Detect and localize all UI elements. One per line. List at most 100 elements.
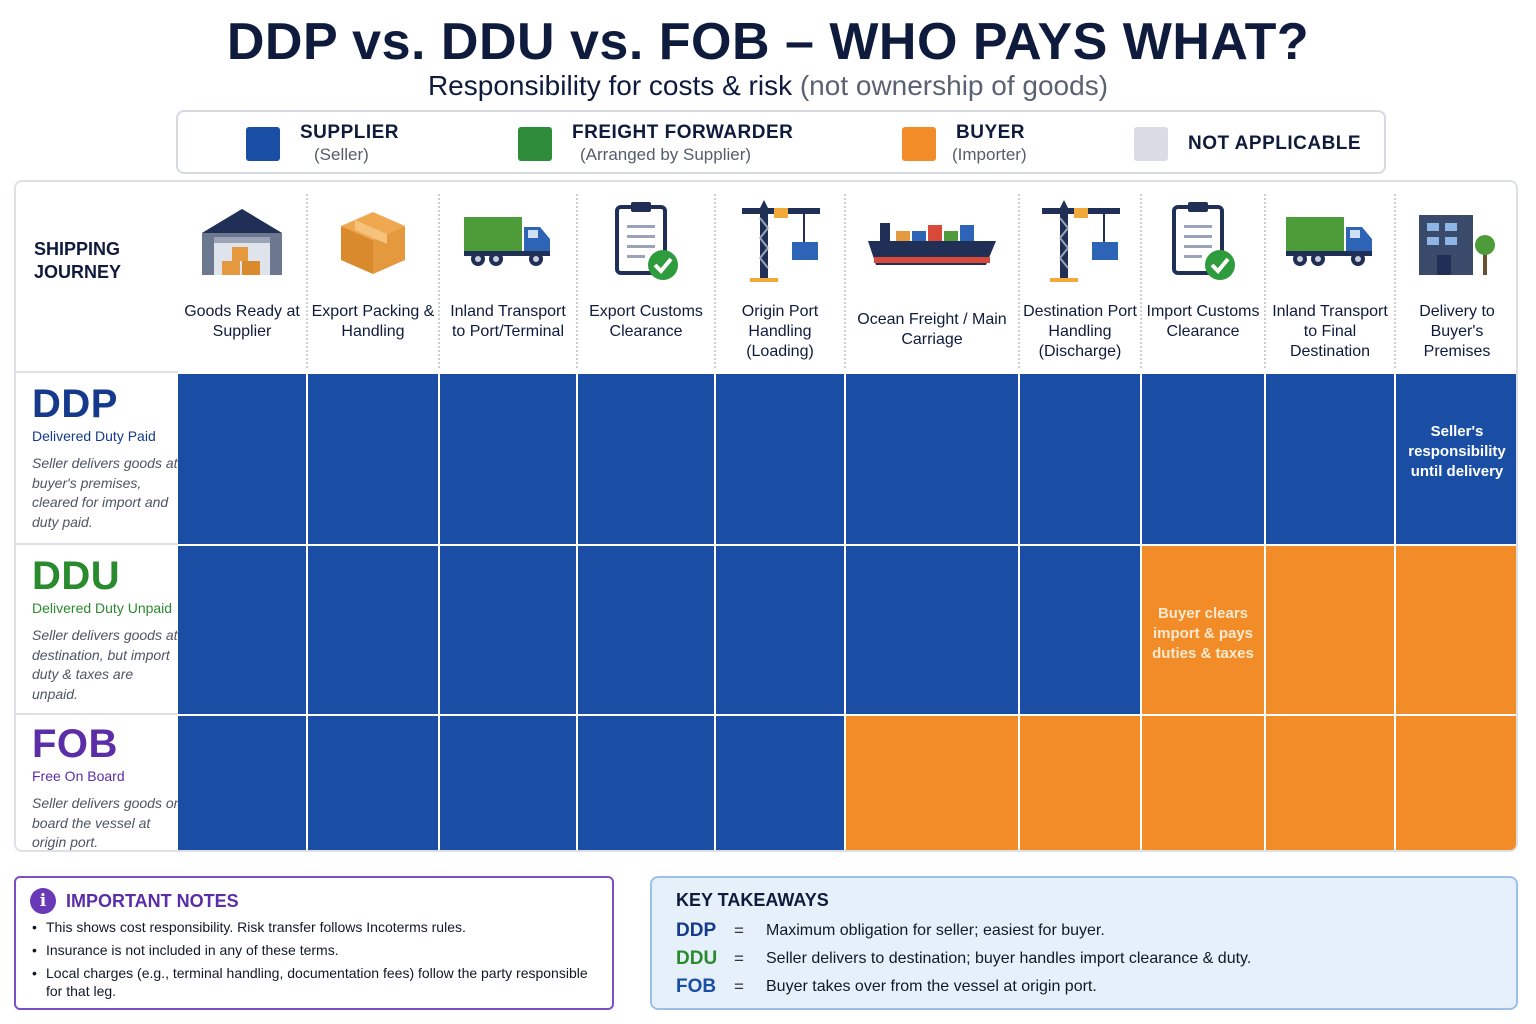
cell-ddp-stage-9: [1266, 374, 1394, 544]
row-divider: [16, 543, 178, 545]
clipboard-check-icon: [598, 198, 694, 284]
stage-header-1: Goods Ready at Supplier: [178, 192, 306, 368]
legend-item-not-applicable: NOT APPLICABLE: [1134, 122, 1361, 166]
legend-sub: (Seller): [314, 145, 369, 164]
cell-ddp-stage-3: [440, 374, 576, 544]
container-ship-icon: [862, 198, 1002, 284]
term-description: Seller delivers goods at buyer's premise…: [32, 455, 178, 530]
takeaway-code: DDP: [676, 920, 717, 941]
stage-divider: [438, 194, 440, 368]
cell-ddu-stage-2: [308, 546, 438, 714]
legend-swatch-not-applicable: [1134, 127, 1168, 161]
stage-divider: [1018, 194, 1020, 368]
stage-divider: [844, 194, 846, 368]
truck-icon: [1282, 198, 1378, 284]
legend-item-freight-forwarder: FREIGHT FORWARDER (Arranged by Supplier): [518, 122, 793, 166]
truck-icon: [460, 198, 556, 284]
cell-ddp-stage-1: [178, 374, 306, 544]
term-name: Delivered Duty Paid: [32, 428, 156, 444]
term-description: Seller delivers goods at destination, bu…: [32, 627, 178, 702]
term-code: DDP: [32, 382, 118, 426]
crane-icon: [732, 198, 828, 284]
stage-divider: [576, 194, 578, 368]
cell-ddu-stage-3: [440, 546, 576, 714]
important-notes-panel: i IMPORTANT NOTES This shows cost respon…: [14, 876, 614, 1010]
list-item: Insurance is not included in any of thes…: [32, 941, 602, 959]
takeaway-equals: =: [734, 977, 744, 996]
legend-swatch-freight-forwarder: [518, 127, 552, 161]
cell-note: Buyer clears import & pays duties & taxe…: [1152, 605, 1254, 662]
list-item: Local charges (e.g., terminal handling, …: [32, 964, 602, 1000]
shipping-journey-label: SHIPPING JOURNEY: [34, 239, 122, 282]
takeaway-text: Seller delivers to destination; buyer ha…: [766, 950, 1252, 967]
stage-header-3: Inland Transport to Port/Terminal: [440, 192, 576, 368]
cell-ddu-stage-6: [846, 546, 1018, 714]
stage-header-8: Import Customs Clearance: [1142, 192, 1264, 368]
cell-ddu-stage-1: [178, 546, 306, 714]
cell-fob-stage-4: [578, 716, 714, 850]
stage-divider: [1140, 194, 1142, 368]
term-label-fob: FOB Free On Board Seller delivers goods on…: [32, 722, 182, 850]
cell-fob-stage-5: [716, 716, 844, 850]
cell-ddu-stage-4: [578, 546, 714, 714]
cell-fob-stage-2: [308, 716, 438, 850]
term-label-ddp: DDP Delivered Duty Paid Seller delivers go…: [32, 382, 182, 532]
cell-ddp-stage-6: [846, 374, 1018, 544]
takeaway-equals: =: [734, 921, 744, 940]
warehouse-icon: [194, 198, 290, 284]
cell-ddp-stage-5: [716, 374, 844, 544]
cell-ddp-stage-4: [578, 374, 714, 544]
cell-ddp-stage-8: [1142, 374, 1264, 544]
cell-ddu-stage-7: [1020, 546, 1140, 714]
legend-item-supplier: SUPPLIER (Seller): [246, 122, 399, 166]
stage-label: Ocean Freight / Main Carriage: [857, 311, 1007, 348]
legend-label: BUYER: [956, 122, 1026, 143]
takeaway-row-ddu: DDU = Seller delivers to destination; bu…: [676, 946, 1251, 972]
cell-fob-stage-1: [178, 716, 306, 850]
stage-label: Inland Transport to Port/Terminal: [450, 303, 566, 340]
cell-ddp-stage-2: [308, 374, 438, 544]
cell-fob-stage-7: [1020, 716, 1140, 850]
stage-label: Goods Ready at Supplier: [184, 303, 300, 340]
stage-label: Delivery to Buyer's Premises: [1419, 303, 1495, 360]
stage-label: Import Customs Clearance: [1146, 303, 1260, 340]
cell-fob-stage-10: [1396, 716, 1516, 850]
crane-icon: [1032, 198, 1128, 284]
page-subtitle: Responsibility for costs & risk (not own…: [0, 70, 1536, 102]
stage-header-5: Origin Port Handling (Loading): [716, 192, 844, 368]
takeaway-text: Buyer takes over from the vessel at orig…: [766, 978, 1097, 995]
stage-header-6: Ocean Freight / Main Carriage: [846, 192, 1018, 368]
term-code: FOB: [32, 722, 118, 766]
cell-ddu-stage-5: [716, 546, 844, 714]
cell-fob-stage-3: [440, 716, 576, 850]
term-label-ddu: DDU Delivered Duty Unpaid Seller delivers …: [32, 554, 182, 704]
takeaway-row-fob: FOB = Buyer takes over from the vessel a…: [676, 974, 1097, 1000]
stage-header-10: Delivery to Buyer's Premises: [1396, 192, 1516, 368]
takeaway-code: DDU: [676, 948, 718, 969]
stage-header-2: Export Packing & Handling: [308, 192, 438, 368]
notes-title: IMPORTANT NOTES: [66, 890, 239, 911]
legend-swatch-supplier: [246, 127, 280, 161]
box-icon: [325, 198, 421, 284]
stage-divider: [1264, 194, 1266, 368]
notes-list: This shows cost responsibility. Risk tra…: [32, 918, 602, 1005]
info-icon: i: [30, 888, 56, 914]
responsibility-matrix: SHIPPING JOURNEY Goods Ready at Supplier…: [14, 180, 1518, 852]
cell-ddp-stage-7: [1020, 374, 1140, 544]
takeaways-title: KEY TAKEAWAYS: [676, 890, 829, 910]
term-description: Seller delivers goods on board the vesse…: [32, 795, 182, 850]
key-takeaways-panel: KEY TAKEAWAYS DDP = Maximum obligation f…: [650, 876, 1518, 1010]
term-code: DDU: [32, 554, 121, 598]
legend: SUPPLIER (Seller) FREIGHT FORWARDER (Arr…: [176, 110, 1386, 174]
list-item: This shows cost responsibility. Risk tra…: [32, 918, 602, 936]
subtitle-muted: (not ownership of goods): [799, 70, 1109, 101]
cell-note: Seller's responsibility until delivery: [1408, 423, 1506, 480]
building-icon: [1409, 198, 1505, 284]
page-title: DDP vs. DDU vs. FOB – WHO PAYS WHAT?: [226, 13, 1310, 71]
legend-swatch-buyer: [902, 127, 936, 161]
term-name: Delivered Duty Unpaid: [32, 600, 173, 616]
stage-label: Destination Port Handling (Discharge): [1023, 303, 1137, 360]
stage-header-7: Destination Port Handling (Discharge): [1020, 192, 1140, 368]
legend-sub: (Importer): [952, 145, 1027, 164]
takeaway-code: FOB: [676, 976, 717, 997]
